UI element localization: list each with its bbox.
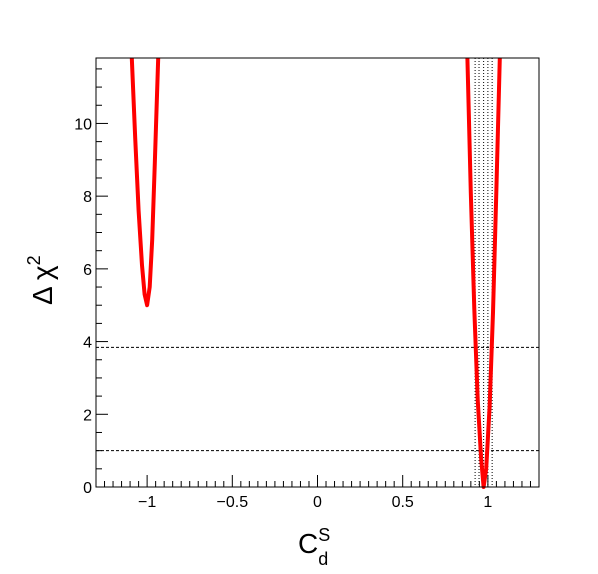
x-tick-label: 0 [313, 494, 322, 511]
x-axis-ticks: −1 −0.5 0 0.5 1 [104, 475, 531, 511]
y-axis-ticks: 0 2 4 6 8 10 [74, 68, 108, 497]
x-tick-label: −0.5 [217, 494, 249, 511]
y-tick-label: 4 [83, 335, 92, 352]
y-tick-label: 0 [83, 480, 92, 497]
curve-0-1 [465, 57, 502, 489]
curve-0-0 [129, 57, 161, 308]
x-tick-label: 0.5 [392, 494, 414, 511]
y-tick-label: 2 [83, 407, 92, 424]
chi2-curves [129, 57, 502, 489]
x-axis-title: CS d [298, 525, 330, 569]
y-axis-title: Δ χ2 [24, 255, 58, 305]
y-tick-label: 6 [83, 262, 92, 279]
x-tick-label: 1 [483, 494, 492, 511]
y-tick-label: 10 [74, 116, 92, 133]
x-tick-label: −1 [138, 494, 156, 511]
y-tick-label: 8 [83, 189, 92, 206]
